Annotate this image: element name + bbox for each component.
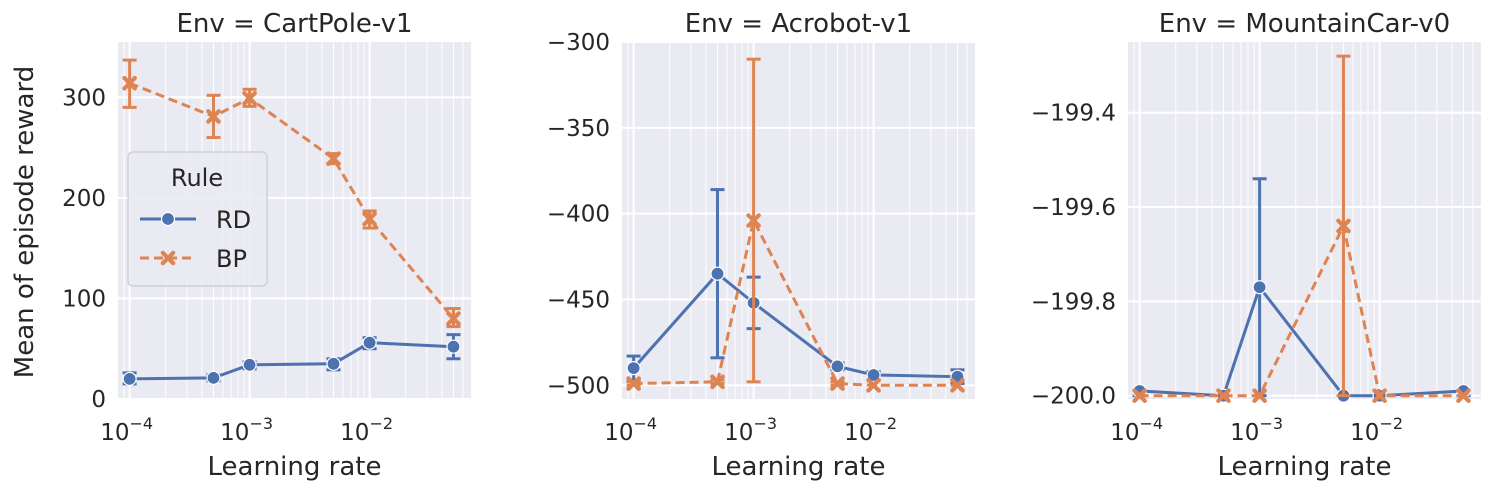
plot-background: [622, 42, 975, 399]
chart-panel-3: 10−4 10−3 10−2 −200.0 −199.8 −199.6 −199.4 Env …: [1031, 9, 1481, 482]
plot-background: [1128, 42, 1481, 399]
y-tick-label: −350: [547, 116, 610, 142]
x-tick-exponent: −3: [249, 414, 273, 433]
data-point: [206, 370, 221, 385]
legend-title: Rule: [171, 164, 223, 192]
y-axis-label: Mean of episode reward: [10, 66, 40, 378]
x-tick-label: 10−2: [340, 414, 393, 446]
x-tick-exponent: −4: [1139, 414, 1163, 433]
data-point: [1216, 388, 1231, 403]
data-point: [1252, 388, 1267, 403]
series-rd: [122, 333, 461, 386]
panel-title: Env = MountainCar-v0: [1159, 9, 1450, 39]
data-point: [446, 339, 461, 354]
series-line: [632, 272, 958, 379]
legend-label-rd: RD: [216, 206, 251, 234]
y-tick-label: −199.6: [1031, 195, 1116, 221]
series-line: [129, 341, 454, 381]
data-point: [122, 75, 137, 91]
y-tick-label: −200.0: [1031, 384, 1116, 410]
data-point: [950, 377, 965, 393]
chart-panels: 10−4 10−3 10−2 0 100 200 300 Env = CartPole-v1 L…: [62, 9, 1481, 482]
x-tick-label: 10−4: [1110, 414, 1163, 446]
panel-title: Env = Acrobot-v1: [685, 9, 912, 39]
legend: Rule RD BP: [127, 151, 268, 287]
x-tick-exponent: −2: [873, 414, 897, 433]
x-tick-exponent: −3: [1259, 414, 1283, 433]
series-line: [1139, 224, 1464, 398]
data-point: [1252, 280, 1267, 295]
data-point: [746, 213, 761, 228]
panel-title: Env = CartPole-v1: [176, 9, 412, 39]
data-point: [242, 91, 257, 106]
legend-label-bp: BP: [216, 245, 247, 273]
y-tick-label: −199.4: [1031, 101, 1116, 127]
x-tick-label: 10−4: [604, 414, 657, 446]
x-axis-label: Learning rate: [1218, 452, 1392, 482]
data-point: [1456, 388, 1471, 403]
data-point: [362, 335, 377, 350]
legend-marker-bp: [160, 250, 176, 266]
legend-marker-rd: [160, 211, 176, 227]
x-tick-label: 10−3: [724, 414, 777, 446]
y-tick-label: −300: [547, 30, 610, 56]
x-tick-label: 10−4: [100, 414, 153, 446]
data-point: [1132, 388, 1147, 403]
data-point: [206, 109, 221, 124]
series-line: [633, 219, 958, 387]
data-point: [1372, 388, 1387, 403]
y-tick-label: 200: [62, 186, 106, 212]
x-tick-exponent: −3: [753, 414, 777, 433]
data-point: [866, 367, 881, 383]
series-bp: [122, 58, 461, 329]
y-tick-label: 300: [62, 85, 106, 111]
data-point: [326, 151, 341, 166]
data-point: [1336, 218, 1351, 234]
data-point: [626, 361, 641, 376]
data-point: [866, 377, 881, 393]
data-point: [710, 374, 725, 390]
y-tick-label: 100: [62, 286, 106, 312]
data-point: [830, 359, 845, 374]
data-point: [362, 211, 377, 227]
data-point: [626, 376, 641, 391]
series-bp: [1132, 54, 1471, 403]
data-point: [122, 371, 137, 386]
x-tick-exponent: −2: [1379, 414, 1403, 433]
y-tick-label: 0: [91, 387, 106, 413]
x-axis-label: Learning rate: [712, 452, 886, 482]
x-tick-label: 10−2: [844, 414, 897, 446]
series-bp: [626, 57, 965, 393]
x-tick-exponent: −2: [369, 414, 393, 433]
data-point: [326, 356, 341, 371]
x-tick-label: 10−3: [220, 414, 273, 446]
y-tick-label: −450: [547, 287, 610, 313]
data-point: [446, 311, 461, 326]
data-point: [830, 376, 845, 391]
chart-panel-2: 10−4 10−3 10−2 −500 −450 −400 −350 −300 Env = Ac…: [547, 9, 975, 482]
y-tick-label: −500: [547, 373, 610, 399]
data-point: [242, 357, 257, 372]
data-point: [710, 266, 725, 281]
y-tick-label: −199.8: [1031, 289, 1116, 315]
x-tick-exponent: −4: [129, 414, 153, 433]
chart-panel-1: 10−4 10−3 10−2 0 100 200 300 Env = CartPole-v1 L…: [62, 9, 471, 482]
y-tick-label: −400: [547, 202, 610, 228]
x-tick-exponent: −4: [633, 414, 657, 433]
x-axis-label: Learning rate: [208, 452, 382, 482]
x-tick-label: 10−2: [1350, 414, 1403, 446]
series-line: [129, 81, 455, 320]
x-tick-label: 10−3: [1230, 414, 1283, 446]
